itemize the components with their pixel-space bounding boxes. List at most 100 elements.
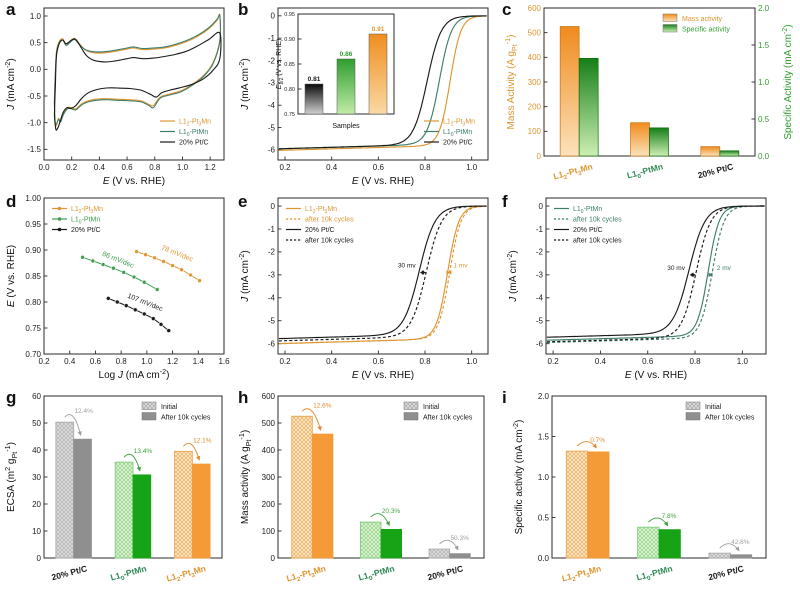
svg-text:30 mv: 30 mv: [667, 265, 685, 272]
svg-text:0.95: 0.95: [25, 220, 41, 229]
svg-text:0.5: 0.5: [538, 513, 550, 522]
svg-text:0.4: 0.4: [64, 357, 76, 366]
svg-text:0.8: 0.8: [419, 163, 431, 172]
svg-text:12.4%: 12.4%: [74, 408, 93, 415]
svg-text:0: 0: [37, 554, 42, 563]
svg-text:50: 50: [32, 419, 41, 428]
panel-e-letter: e: [238, 192, 248, 211]
svg-text:0.4: 0.4: [595, 357, 607, 366]
svg-text:-5: -5: [536, 317, 544, 326]
svg-text:60: 60: [32, 392, 41, 401]
svg-text:L12-Pt3Mn: L12-Pt3Mn: [165, 563, 207, 586]
svg-text:42.8%: 42.8%: [731, 539, 750, 546]
panel-h: h 0 100 200 300 400 500 600 Mass activity (A gP…: [232, 388, 496, 600]
svg-text:-1.5: -1.5: [27, 145, 41, 154]
svg-text:0: 0: [271, 202, 276, 211]
svg-text:7.8%: 7.8%: [662, 513, 677, 520]
svg-text:1.5: 1.5: [758, 41, 770, 50]
svg-text:Initial: Initial: [161, 404, 178, 411]
svg-text:L12-Pt3Mn: L12-Pt3Mn: [71, 206, 103, 215]
panel-f-letter: f: [502, 192, 508, 211]
svg-text:20% Pt/C: 20% Pt/C: [573, 227, 603, 234]
svg-text:L10-PtMn: L10-PtMn: [109, 563, 148, 585]
svg-text:0.6: 0.6: [642, 357, 654, 366]
svg-text:0.81: 0.81: [308, 76, 321, 83]
panel-b-letter: b: [238, 0, 249, 19]
svg-text:1.6: 1.6: [218, 357, 230, 366]
svg-text:0.4: 0.4: [326, 163, 338, 172]
panel-a: a 0.0 0.2 0.4 0.6 0.8 1.0 1.2 -1.5 -1.0 -0.5 0.0 0.…: [0, 0, 232, 192]
svg-text:20% Pt/C: 20% Pt/C: [305, 227, 335, 234]
svg-text:0.6: 0.6: [90, 357, 102, 366]
svg-text:1 mv: 1 mv: [453, 263, 468, 270]
svg-text:600: 600: [262, 392, 276, 401]
svg-text:0: 0: [271, 12, 276, 21]
svg-text:200: 200: [262, 500, 276, 509]
svg-text:-3: -3: [268, 79, 276, 88]
svg-text:L10-PtMn: L10-PtMn: [71, 217, 100, 226]
panel-i-letter: i: [502, 388, 507, 407]
panel-h-chart: 0 100 200 300 400 500 600 Mass activity (A gPt-…: [237, 392, 485, 583]
svg-text:-3: -3: [268, 271, 276, 280]
svg-text:20% Pt/C: 20% Pt/C: [443, 140, 473, 147]
svg-text:Specific Activity (mA cm-2): Specific Activity (mA cm-2): [780, 24, 794, 139]
svg-text:20% Pt/C: 20% Pt/C: [71, 227, 101, 234]
svg-text:-4: -4: [268, 294, 276, 303]
svg-text:0.2: 0.2: [279, 357, 291, 366]
panel-a-chart: 0.0 0.2 0.4 0.6 0.8 1.0 1.2 -1.5 -1.0 -0.5 0.0 0.5 1…: [3, 7, 225, 187]
panel-e: e 0.2 0.4 0.6 0.8 1.0 -6 -5 -4 -3 -2 -1 0 E (V vs. R…: [232, 192, 496, 388]
svg-text:0.70: 0.70: [25, 350, 41, 359]
svg-text:-1: -1: [536, 225, 544, 234]
svg-text:50.3%: 50.3%: [450, 535, 469, 542]
svg-text:0.75: 0.75: [284, 112, 295, 118]
svg-text:13.4%: 13.4%: [134, 448, 153, 455]
svg-text:0.2: 0.2: [66, 163, 78, 172]
panel-a-letter: a: [6, 0, 16, 19]
svg-text:E (V vs. RHE): E (V vs. RHE): [352, 370, 414, 381]
svg-text:0.7%: 0.7%: [590, 437, 605, 444]
svg-text:40: 40: [32, 446, 41, 455]
svg-text:0.85: 0.85: [25, 272, 41, 281]
svg-text:-0.5: -0.5: [27, 92, 41, 101]
svg-text:Mass activity (A gPt-1): Mass activity (A gPt-1): [237, 430, 253, 524]
svg-text:-1.0: -1.0: [27, 118, 41, 127]
svg-text:30 mv: 30 mv: [398, 263, 416, 270]
svg-text:1.0: 1.0: [466, 163, 478, 172]
svg-text:J (mA cm-2): J (mA cm-2): [3, 58, 17, 110]
svg-text:E (V vs. RHE): E (V vs. RHE): [103, 176, 165, 187]
svg-text:ECSA (m2 gPt-1): ECSA (m2 gPt-1): [3, 442, 19, 512]
svg-text:300: 300: [528, 78, 542, 87]
svg-text:E (V vs. RHE): E (V vs. RHE): [625, 370, 687, 381]
svg-text:20.3%: 20.3%: [382, 508, 401, 515]
svg-text:1.0: 1.0: [538, 473, 550, 482]
svg-text:after 10k cycles: after 10k cycles: [573, 217, 622, 224]
svg-text:0.6: 0.6: [373, 163, 385, 172]
svg-text:100: 100: [528, 127, 542, 136]
svg-text:12.6%: 12.6%: [313, 402, 332, 409]
svg-text:100: 100: [262, 527, 276, 536]
svg-text:0.0: 0.0: [758, 152, 770, 161]
svg-text:20% Pt/C: 20% Pt/C: [50, 563, 88, 582]
svg-text:E (V vs. RHE): E (V vs. RHE): [352, 176, 414, 187]
panel-d: d 0.2 0.4 0.6 0.8 1.0 1.2 1.4 1.6 0.70 0.75 0.80 0.…: [0, 192, 232, 388]
svg-text:Specific activity: Specific activity: [682, 27, 730, 34]
svg-text:2 mv: 2 mv: [717, 265, 732, 272]
svg-text:20% Pt/C: 20% Pt/C: [707, 563, 745, 582]
svg-text:1.2: 1.2: [167, 357, 179, 366]
svg-text:0.5: 0.5: [30, 38, 42, 47]
svg-text:200: 200: [528, 102, 542, 111]
svg-text:-5: -5: [268, 317, 276, 326]
svg-text:0: 0: [539, 202, 544, 211]
panel-d-letter: d: [6, 192, 17, 211]
svg-text:1.0: 1.0: [737, 357, 749, 366]
svg-text:L12-Pt3Mn: L12-Pt3Mn: [561, 563, 603, 586]
svg-text:20% Pt/C: 20% Pt/C: [426, 563, 464, 582]
svg-text:1.5: 1.5: [538, 432, 550, 441]
panel-f-chart: 0.2 0.4 0.6 0.8 1.0 -6 -5 -4 -3 -2 -1 0 E (V vs. RHE…: [505, 197, 767, 381]
svg-text:30: 30: [32, 473, 41, 482]
svg-text:0: 0: [537, 152, 542, 161]
svg-text:1.4: 1.4: [193, 357, 205, 366]
svg-text:Log J (mA cm-2): Log J (mA cm-2): [99, 367, 170, 381]
svg-text:0.91: 0.91: [372, 26, 385, 33]
svg-text:Samples: Samples: [332, 123, 360, 130]
